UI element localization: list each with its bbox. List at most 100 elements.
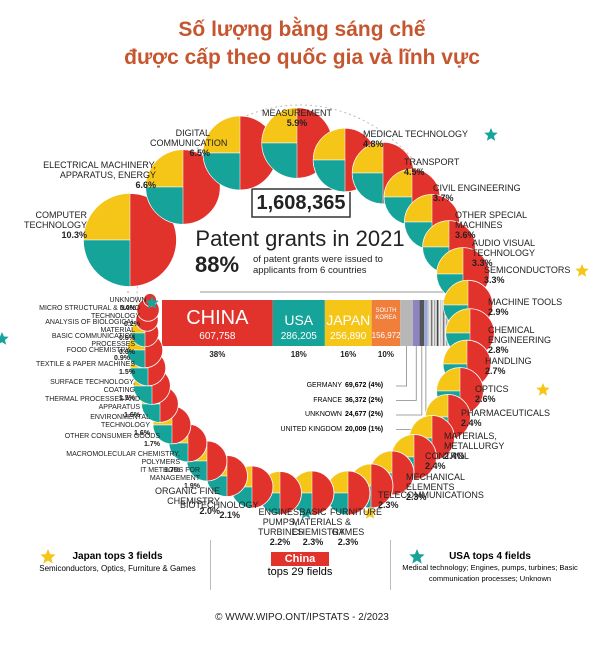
field-share: 4.8% <box>363 139 384 149</box>
field-name: DIGITAL COMMUNICATION <box>150 128 228 148</box>
field-label: ORGANIC FINE CHEMISTRY 2.0% <box>120 486 220 516</box>
field-share: 1.5% <box>119 395 135 402</box>
field-name: ENVIRONMENTAL TECHNOLOGY <box>90 414 150 429</box>
field-share: 2.6% <box>475 394 496 404</box>
star <box>0 332 9 345</box>
japan-box: Japan tops 3 fields Semiconductors, Optic… <box>30 551 205 575</box>
country-value: 607,758 <box>199 331 236 342</box>
country-name: SOUTH KOREA <box>375 308 397 321</box>
country-pct: 16% <box>340 350 357 359</box>
field-name: COMPUTER TECHNOLOGY <box>23 210 87 230</box>
field-label: ELECTRICAL MACHINERY, APPARATUS, ENERGY 6… <box>40 160 156 190</box>
field-name: MEASUREMENT <box>262 108 333 118</box>
field-label: MACROMOLECULAR CHEMISTRY, POLYMERS 1.7% <box>60 451 180 475</box>
field-share: 3.3% <box>472 258 493 268</box>
field-slice <box>422 220 450 248</box>
other-stripe <box>442 300 445 346</box>
usa-title: USA tops 4 fields <box>449 551 531 562</box>
field-slice <box>351 172 384 205</box>
field-label: CONTROL 2.4% <box>425 451 485 471</box>
field-label: BASIC COMMUNICATION PROCESSES 0.6% <box>10 333 135 357</box>
field-name: MACHINE TOOLS <box>488 297 563 307</box>
field-slice <box>445 308 471 334</box>
star <box>409 549 425 564</box>
field-label: MEDICAL TECHNOLOGY 4.8% <box>363 129 483 149</box>
field-name: IT METHODS FOR MANAGEMENT <box>140 467 200 482</box>
field-name: SURFACE TECHNOLOGY, COATING <box>50 379 135 394</box>
country-name: USA <box>284 312 314 328</box>
field-share: 2.7% <box>485 366 506 376</box>
field-slice <box>145 186 184 225</box>
star <box>575 264 589 277</box>
minor-country-name: FRANCE <box>313 396 342 404</box>
field-label: THERMAL PROCESSES AND APPARATUS 1.6% <box>20 396 140 420</box>
usa-box: USA tops 4 fields Medical technology; Eng… <box>400 551 580 584</box>
field-name: OPTICS <box>475 384 509 394</box>
field-name: FOOD CHEMISTRY <box>66 347 130 354</box>
bar-segment <box>400 300 413 346</box>
field-share: 4.5% <box>404 167 425 177</box>
field-label: UNKNOWN 0.0% <box>108 297 148 313</box>
share: 88% <box>195 252 240 277</box>
field-label: MATERIALS, METALLURGY 2.4% <box>444 431 554 461</box>
field-share: 1.5% <box>119 369 135 376</box>
field-label: TELECOMMUNICATIONS 2.3% <box>378 490 484 510</box>
field-share: 2.2% <box>269 537 291 547</box>
field-label: DIGITAL COMMUNICATION 6.5% <box>150 128 227 158</box>
country-value: 286,205 <box>280 331 317 342</box>
field-share: 2.4% <box>425 461 446 471</box>
source: © WWW.WIPO.ONT/IPSTATS - 2/2023 <box>215 612 389 623</box>
field-share: 2.1% <box>219 510 240 520</box>
field-slice <box>133 385 153 405</box>
field-label: ENVIRONMENTAL TECHNOLOGY 1.6% <box>40 414 150 438</box>
headline: Patent grants in 2021 <box>195 226 405 251</box>
field-share: 1.6% <box>124 412 140 419</box>
field-name: CIVIL ENGINEERING <box>433 183 521 193</box>
minor-country-name: UNITED KINGDOM <box>280 425 342 433</box>
field-label: COMPUTER TECHNOLOGY 10.3% <box>10 210 87 240</box>
total: 1,608,365 <box>256 192 346 214</box>
country-name: JAPAN <box>326 312 371 328</box>
field-label: MACHINE TOOLS 2.9% <box>488 297 578 317</box>
other-stripe <box>436 300 439 346</box>
japan-text: Semiconductors, Optics, Furniture & Game… <box>39 564 196 573</box>
field-label: BASIC MATERIALS CHEMISTRY 2.3% <box>292 507 345 547</box>
field-slice <box>145 149 184 188</box>
field-share: 2.0% <box>199 506 220 516</box>
field-label: FOOD CHEMISTRY 0.9% <box>20 347 130 363</box>
other-stripe <box>433 300 436 346</box>
bar-segment <box>324 300 372 346</box>
field-share: 2.4% <box>444 451 465 461</box>
leader <box>396 346 427 430</box>
field-label: MEASUREMENT 5.9% <box>262 108 332 128</box>
china-text: tops 29 fields <box>267 566 333 578</box>
field-label: TEXTILE & PAPER MACHINES 1.5% <box>20 361 135 377</box>
field-name: HANDLING <box>485 356 532 366</box>
divider <box>210 540 211 590</box>
minor-country-value: 36,372 (2%) <box>345 396 384 404</box>
field-slice <box>83 239 131 287</box>
field-name: OTHER SPECIAL MACHINES <box>455 210 527 230</box>
star <box>363 506 377 519</box>
field-name: BASIC COMMUNICATION PROCESSES <box>51 333 135 348</box>
field-name: MEDICAL TECHNOLOGY <box>363 129 469 139</box>
leader <box>396 346 407 387</box>
bar-segment <box>371 300 401 346</box>
field-share: 1.6% <box>134 430 150 437</box>
field-slice <box>202 115 241 154</box>
field-label: IT METHODS FOR MANAGEMENT 1.9% <box>100 467 200 491</box>
field-share: 0.6% <box>119 349 135 356</box>
field-slice <box>152 424 173 445</box>
country-value: 156,972 <box>371 331 401 340</box>
field-slice <box>442 339 468 365</box>
field-name: ORGANIC FINE CHEMISTRY <box>154 486 220 506</box>
field-slice <box>261 142 298 179</box>
title: Số lượng bằng sáng chế <box>178 18 426 41</box>
field-share: 2.4% <box>461 418 482 428</box>
bar-segment <box>424 300 428 346</box>
field-slice <box>425 394 449 418</box>
field-slice <box>202 152 241 191</box>
field-label: MICRO STRUCTURAL & NANO TECHNOLOGY 0.2% <box>20 305 140 329</box>
field-label: SURFACE TECHNOLOGY, COATING 1.5% <box>20 379 135 403</box>
